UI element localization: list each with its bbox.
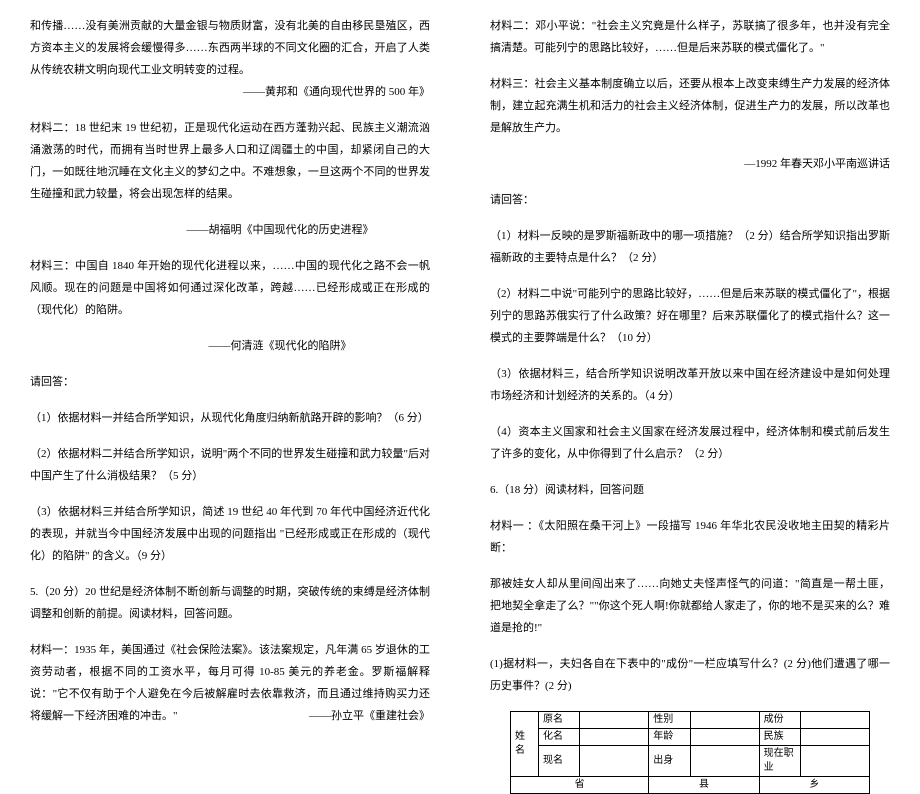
left-p2-source: ——胡福明《中国现代化的历史进程》 xyxy=(30,219,430,241)
left-q5-head: 5.（20 分）20 世纪是经济体制不断创新与调整的时期，突破传统的束缚是经济体… xyxy=(30,581,430,625)
left-q1: （1）依据材料一并结合所学知识，从现代化角度归纳新航路开辟的影响？（6 分） xyxy=(30,407,430,429)
cell: 现名 xyxy=(538,746,579,777)
addr-prov: 省 xyxy=(511,777,649,794)
cell: 民族 xyxy=(759,729,800,746)
cell: 性别 xyxy=(649,712,690,729)
left-p1-text: 和传播……没有美洲贡献的大量金银与物质财富，没有北美的自由移民垦殖区，西方资本主… xyxy=(30,20,430,76)
left-m1: 材料一：1935 年，美国通过《社会保险法案》。该法案规定，凡年满 65 岁退休… xyxy=(30,639,430,727)
left-ask-label: 请回答： xyxy=(30,371,430,393)
right-m1-6: 材料一 ：《太阳照在桑干河上》一段描写 1946 年华北农民没收地主田契的精彩片… xyxy=(490,515,890,559)
left-p3-source: ——何清涟《现代化的陷阱》 xyxy=(30,335,430,357)
left-q2: （2）依据材料二并结合所学知识，说明"两个不同的世界发生碰撞和武力较量"后对中国… xyxy=(30,443,430,487)
cell xyxy=(580,712,649,729)
right-column: 材料二：邓小平说："社会主义究竟是什么样子，苏联搞了很多年，也并没有完全搞清楚。… xyxy=(460,0,920,650)
right-m3: 材料三：社会主义基本制度确立以后，还要从根本上改变束缚生产力发展的经济体制，建立… xyxy=(490,73,890,139)
left-column: 和传播……没有美洲贡献的大量金银与物质财富，没有北美的自由移民垦殖区，西方资本主… xyxy=(0,0,460,650)
addr-town: 乡 xyxy=(759,777,869,794)
table-row: 现名 出身 现在职业 xyxy=(511,746,870,777)
left-m1-source: ——孙立平《重建社会》 xyxy=(309,705,430,727)
left-p1: 和传播……没有美洲贡献的大量金银与物质财富，没有北美的自由移民垦殖区，西方资本主… xyxy=(30,15,430,103)
addr-county: 县 xyxy=(649,777,759,794)
cell: 现在职业 xyxy=(759,746,800,777)
cell xyxy=(801,746,870,777)
left-p1-source: ——黄邦和《通向现代世界的 500 年》 xyxy=(243,81,430,103)
cell xyxy=(690,746,759,777)
right-q2: （2）材料二中说"可能列宁的思路比较好，……但是后来苏联的模式僵化了"，根据列宁… xyxy=(490,283,890,349)
form-table-wrap: 姓名 原名 性别 成份 化名 年龄 民族 现名 xyxy=(490,711,890,794)
cell: 成份 xyxy=(759,712,800,729)
right-q6-1: (1)据材料一，夫妇各自在下表中的"成份"一栏应填写什么？(2 分)他们遭遇了哪… xyxy=(490,653,890,697)
cell: 化名 xyxy=(538,729,579,746)
right-m1-6b: 那被娃女人却从里间闯出来了……向她丈夫怪声怪气的问道："简直是一帮土匪，把地契全… xyxy=(490,573,890,639)
cell xyxy=(580,746,649,777)
document-page: 和传播……没有美洲贡献的大量金银与物质财富，没有北美的自由移民垦殖区，西方资本主… xyxy=(0,0,920,650)
right-q6-head: 6.（18 分）阅读材料，回答问题 xyxy=(490,479,890,501)
right-q4: （4）资本主义国家和社会主义国家在经济发展过程中，经济体制和模式前后发生了许多的… xyxy=(490,421,890,465)
cell: 年龄 xyxy=(649,729,690,746)
right-m3-source: —1992 年春天邓小平南巡讲话 xyxy=(490,153,890,175)
right-m2: 材料二：邓小平说："社会主义究竟是什么样子，苏联搞了很多年，也并没有完全搞清楚。… xyxy=(490,15,890,59)
cell xyxy=(801,712,870,729)
right-q1: （1）材料一反映的是罗斯福新政中的哪一项措施？（2 分）结合所学知识指出罗斯福新… xyxy=(490,225,890,269)
left-p3: 材料三：中国自 1840 年开始的现代化进程以来，……中国的现代化之路不会一帆风… xyxy=(30,255,430,321)
cell xyxy=(801,729,870,746)
form-table: 姓名 原名 性别 成份 化名 年龄 民族 现名 xyxy=(510,711,870,794)
table-row: 化名 年龄 民族 xyxy=(511,729,870,746)
cell: 出身 xyxy=(649,746,690,777)
cell: 原名 xyxy=(538,712,579,729)
cell xyxy=(690,729,759,746)
right-q3: （3）依据材料三，结合所学知识说明改革开放以来中国在经济建设中是如何处理市场经济… xyxy=(490,363,890,407)
cell xyxy=(580,729,649,746)
table-row: 省 县 乡 xyxy=(511,777,870,794)
side-label: 姓名 xyxy=(511,712,539,777)
left-q3: （3）依据材料三并结合所学知识，简述 19 世纪 40 年代到 70 年代中国经… xyxy=(30,501,430,567)
table-row: 姓名 原名 性别 成份 xyxy=(511,712,870,729)
cell xyxy=(690,712,759,729)
right-ask-label: 请回答： xyxy=(490,189,890,211)
left-p2: 材料二：18 世纪末 19 世纪初，正是现代化运动在西方蓬勃兴起、民族主义潮流汹… xyxy=(30,117,430,205)
